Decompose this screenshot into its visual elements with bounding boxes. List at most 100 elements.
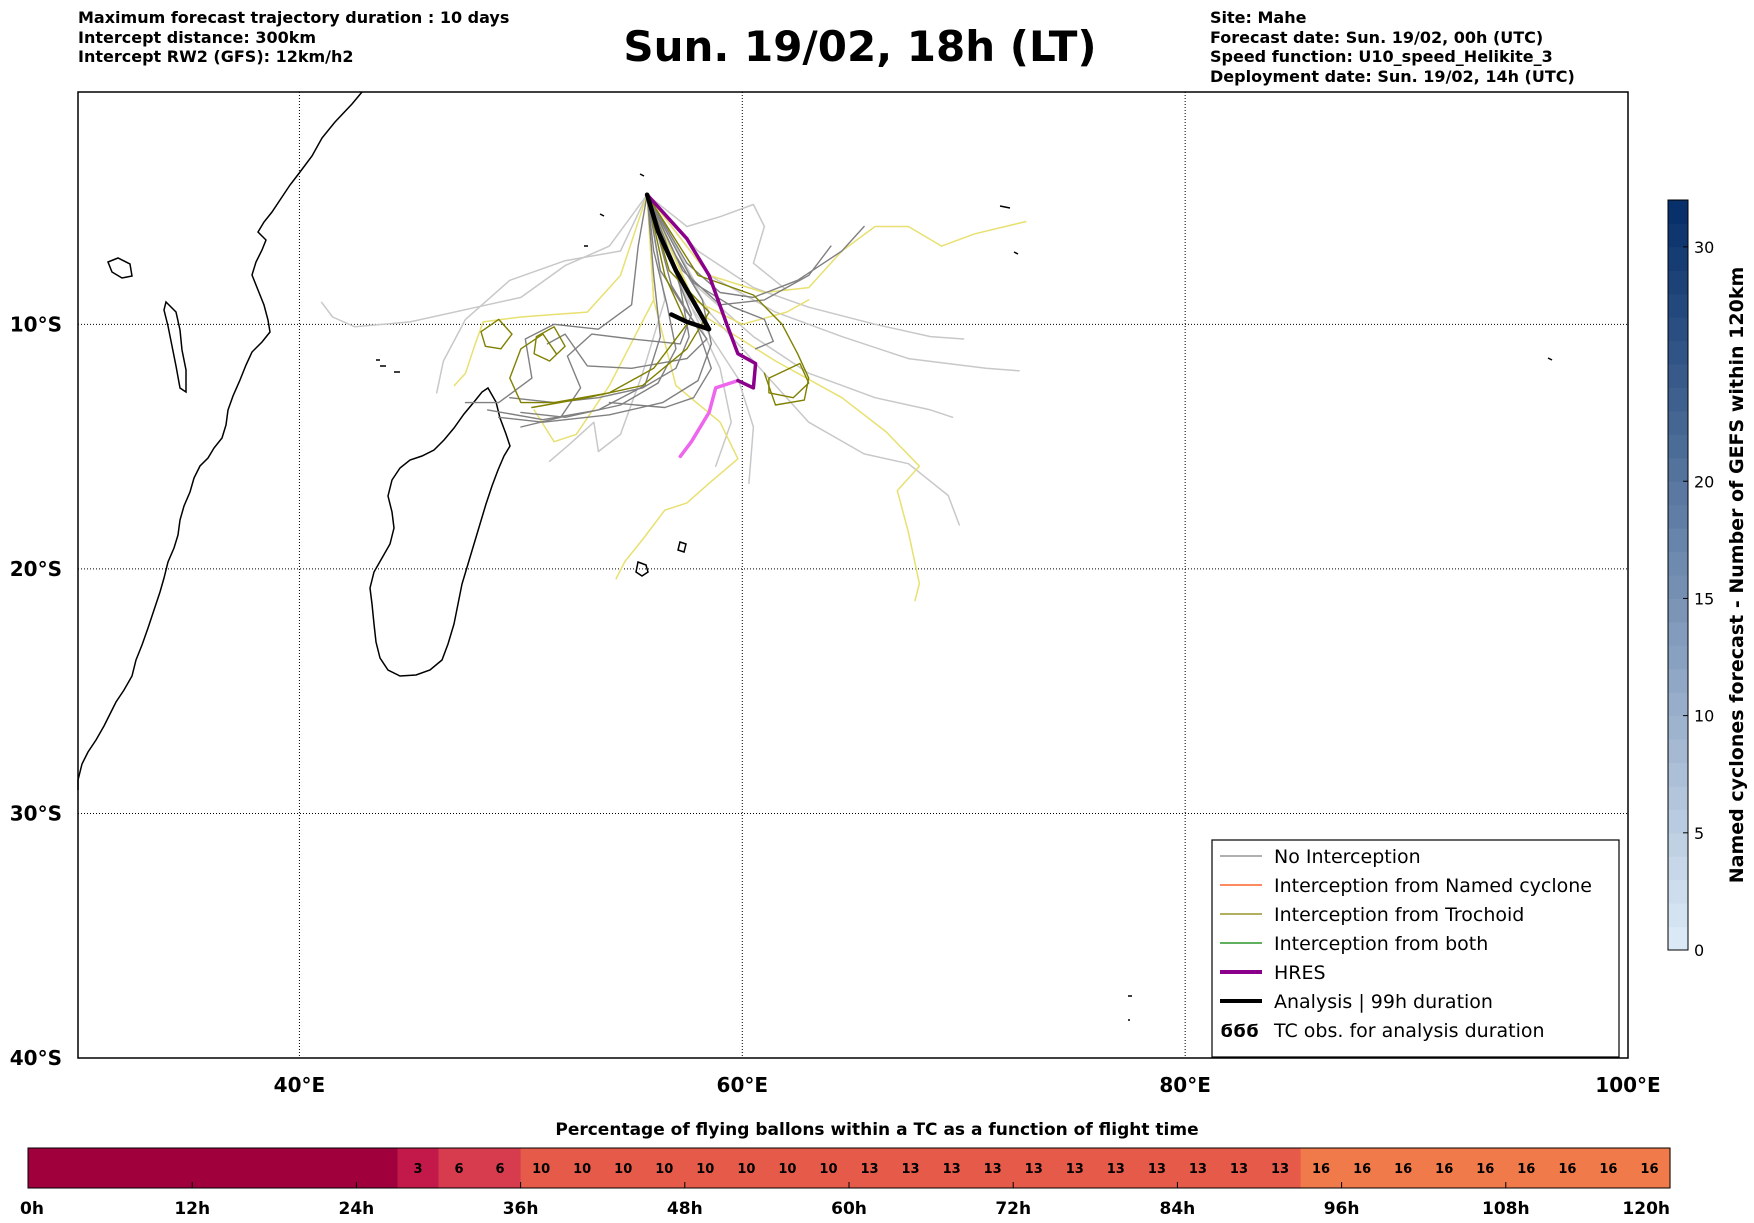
flight-bar-value: 13 [860,1162,878,1177]
flight-bar-cell [1423,1148,1466,1188]
trajectory-yellow [615,193,739,580]
colorbar-segment [1668,364,1688,388]
colorbar-segment [1668,739,1688,763]
flight-bar-cell [1546,1148,1589,1188]
trajectory-no-interception-light [646,193,961,526]
flight-time-bar: Percentage of flying ballons within a TC… [20,1120,1671,1219]
flight-bar-value: 16 [1599,1162,1617,1177]
lon-tick-label: 100°E [1595,1073,1660,1097]
flight-bar-value: 13 [1230,1162,1248,1177]
flight-bar-cell [684,1148,727,1188]
comoros-islands [376,359,400,373]
seychelles-islands [584,173,1019,255]
flight-bar-tick-label: 12h [174,1199,210,1219]
lake-coast [163,300,187,394]
colorbar-segment [1668,293,1688,318]
trajectory-no-interception [646,193,774,350]
flight-bar-tick-label: 108h [1482,1199,1530,1219]
colorbar-segment [1668,434,1688,459]
trajectory-no-interception-light [646,193,788,291]
flight-bar-value: 16 [1312,1162,1330,1177]
header-right-info: Site: Mahe Forecast date: Sun. 19/02, 00… [1210,8,1575,86]
flight-bar-value: 16 [1353,1162,1371,1177]
flight-bar-value: 13 [1107,1162,1125,1177]
flight-bar-cell [233,1148,275,1188]
trajectory-analysis [644,192,712,332]
lat-tick-label: 10°S [10,312,62,336]
flight-bar-tick-label: 48h [667,1199,703,1219]
flight-bar-cell [28,1148,70,1188]
colorbar-tick-label: 30 [1694,238,1714,257]
flight-bar-title: Percentage of flying ballons within a TC… [555,1120,1198,1140]
flight-bar-value: 13 [943,1162,961,1177]
legend-label: Interception from Trochoid [1274,904,1524,926]
flight-bar-value: 13 [1148,1162,1166,1177]
colorbar-segment [1668,856,1688,881]
flight-bar-cell [1341,1148,1384,1188]
colorbar-segment [1668,551,1688,576]
trajectories-layer [320,192,1027,602]
flight-bar-cell [1259,1148,1302,1188]
colorbar-label: Named cyclones forecast - Number of GEFS… [1726,267,1748,884]
flight-bar-cell [315,1148,357,1188]
trajectory-no-interception [486,193,662,421]
flight-bar-cell [1300,1148,1343,1188]
flight-bar-cell [643,1148,686,1188]
flight-bar-value: 10 [655,1162,673,1177]
lon-tick-label: 60°E [717,1073,769,1097]
flight-bar-cell [151,1148,193,1188]
flight-bar-value: 13 [1271,1162,1289,1177]
colorbar-segment [1668,270,1688,295]
trajectory-no-interception [464,193,648,404]
colorbar-segment [1668,715,1688,740]
rodrigues-coast [1128,357,1553,1021]
trajectory-yellow [646,193,810,326]
flight-bar-value: 10 [696,1162,714,1177]
map-frame [77,91,1629,1059]
flight-bar-value: 13 [1189,1162,1207,1177]
flight-bar-value: 13 [902,1162,920,1177]
speed-function-text: Speed function: U10_speed_Helikite_3 [1210,47,1553,66]
mauritius-coast [635,560,649,577]
colorbar-tick-label: 15 [1694,589,1714,608]
flight-bar-cell [725,1148,768,1188]
colorbar-segment [1668,903,1688,928]
flight-bar-value: 16 [1517,1162,1535,1177]
flight-bar-value: 6 [496,1162,505,1177]
flight-bar-cell [890,1148,932,1188]
flight-bar-value: 10 [532,1162,550,1177]
colorbar-segment [1668,504,1688,529]
flight-bar-value: 13 [1025,1162,1043,1177]
trajectory-trochoid [531,193,710,409]
colorbar-segment [1668,645,1688,670]
flight-bar-cell [766,1148,809,1188]
max-duration-text: Maximum forecast trajectory duration : 1… [78,8,510,27]
colorbar-segment [1668,528,1688,553]
flight-bar-cell [69,1148,111,1188]
colorbar-segment [1668,879,1688,904]
reunion-coast [677,541,687,553]
flight-bar-value: 16 [1435,1162,1453,1177]
colorbar-tick-label: 20 [1694,472,1714,491]
colorbar-segment [1668,481,1688,506]
flight-bar-cell [1013,1148,1055,1188]
flight-bar-value: 16 [1394,1162,1412,1177]
colorbar-segment [1668,621,1688,646]
flight-bar-value: 10 [819,1162,837,1177]
flight-bar-value: 10 [614,1162,632,1177]
trajectory-trochoid-loop [480,318,513,350]
cyclone-colorbar: 0 5 10 15 20 30 Named cyclones forecast - Numb… [1667,199,1748,960]
colorbar-segment [1668,575,1688,599]
flight-bar-tick-label: 0h [20,1199,44,1219]
colorbar-tick-label: 10 [1694,707,1714,726]
colorbar-frame [1667,199,1689,951]
colorbar-segment [1668,926,1688,951]
flight-bar-cell [1054,1148,1096,1188]
flight-bar-value: 16 [1476,1162,1494,1177]
flight-bar-tick-label: 36h [503,1199,539,1219]
flight-bar-cell [1628,1148,1671,1188]
flight-bar-cell [561,1148,604,1188]
trajectory-trochoid [509,193,688,404]
flight-bar-tick-label: 72h [995,1199,1031,1219]
flight-bar-cell [1218,1148,1261,1188]
